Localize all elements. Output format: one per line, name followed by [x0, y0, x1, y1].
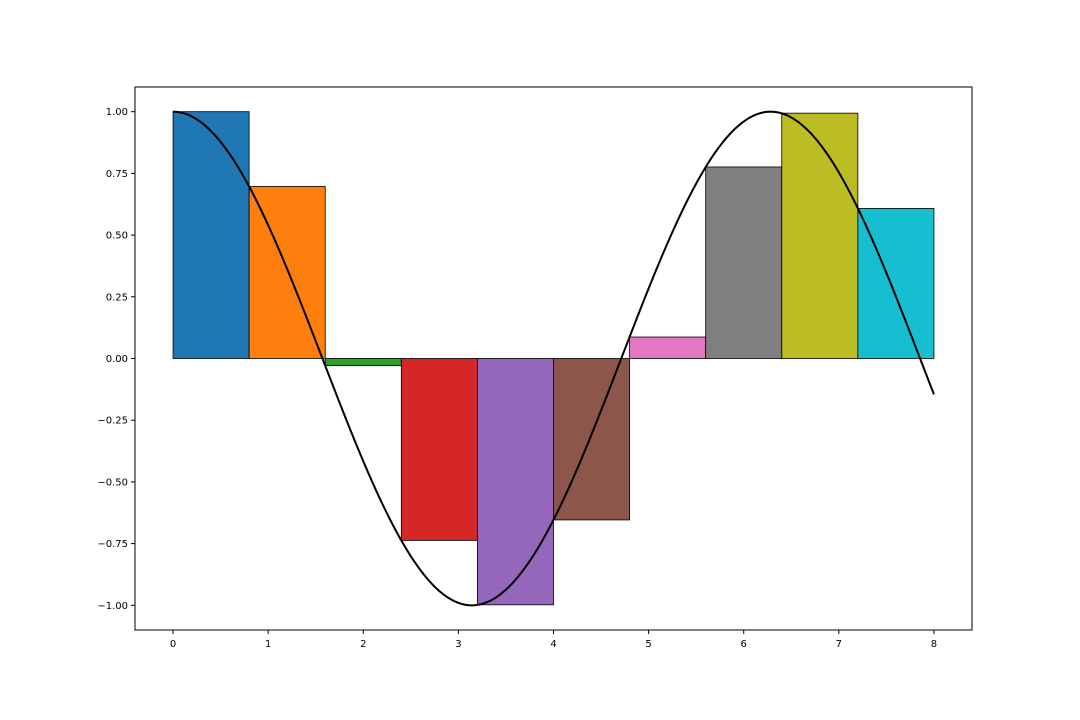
x-tick-label-7: 7 [836, 639, 842, 650]
x-tick-label-3: 3 [455, 639, 461, 650]
x-tick-label-1: 1 [265, 639, 271, 650]
bar-0 [172, 111, 250, 359]
x-tick-label-4: 4 [550, 639, 556, 650]
bar-1 [248, 186, 326, 359]
bar-6 [629, 336, 707, 359]
y-tick-label-3: 0.25 [106, 292, 128, 303]
x-axis: 0 1 2 3 4 5 6 7 8 [170, 630, 937, 650]
y-axis: 1.00 0.75 0.50 0.25 0.00 −0.25 −0.50 −0.75 −1.00 [97, 107, 135, 612]
bar-2 [324, 358, 402, 367]
x-tick-label-5: 5 [645, 639, 651, 650]
x-tick-label-0: 0 [170, 639, 176, 650]
y-tick-label-6: −0.50 [97, 477, 128, 488]
bar-3 [400, 358, 478, 541]
x-tick-label-2: 2 [360, 639, 366, 650]
x-tick-label-8: 8 [931, 639, 937, 650]
y-tick-label-5: −0.25 [97, 416, 128, 427]
y-tick-label-4: 0.00 [106, 354, 128, 365]
y-tick-label-0: 1.00 [106, 107, 128, 118]
cosine-curve [173, 110, 935, 607]
x-tick-label-6: 6 [741, 639, 747, 650]
bar-4 [477, 358, 554, 606]
y-tick-label-1: 0.75 [106, 169, 128, 180]
y-tick-label-8: −1.00 [97, 601, 128, 612]
bar-7 [705, 166, 783, 359]
y-tick-label-7: −0.75 [97, 539, 128, 550]
y-tick-label-2: 0.50 [106, 231, 128, 242]
bar-8 [781, 112, 859, 359]
